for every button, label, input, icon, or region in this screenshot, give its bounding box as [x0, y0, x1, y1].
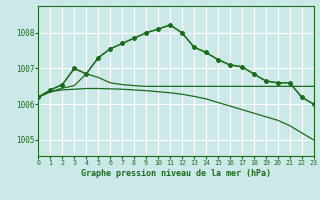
X-axis label: Graphe pression niveau de la mer (hPa): Graphe pression niveau de la mer (hPa): [81, 169, 271, 178]
